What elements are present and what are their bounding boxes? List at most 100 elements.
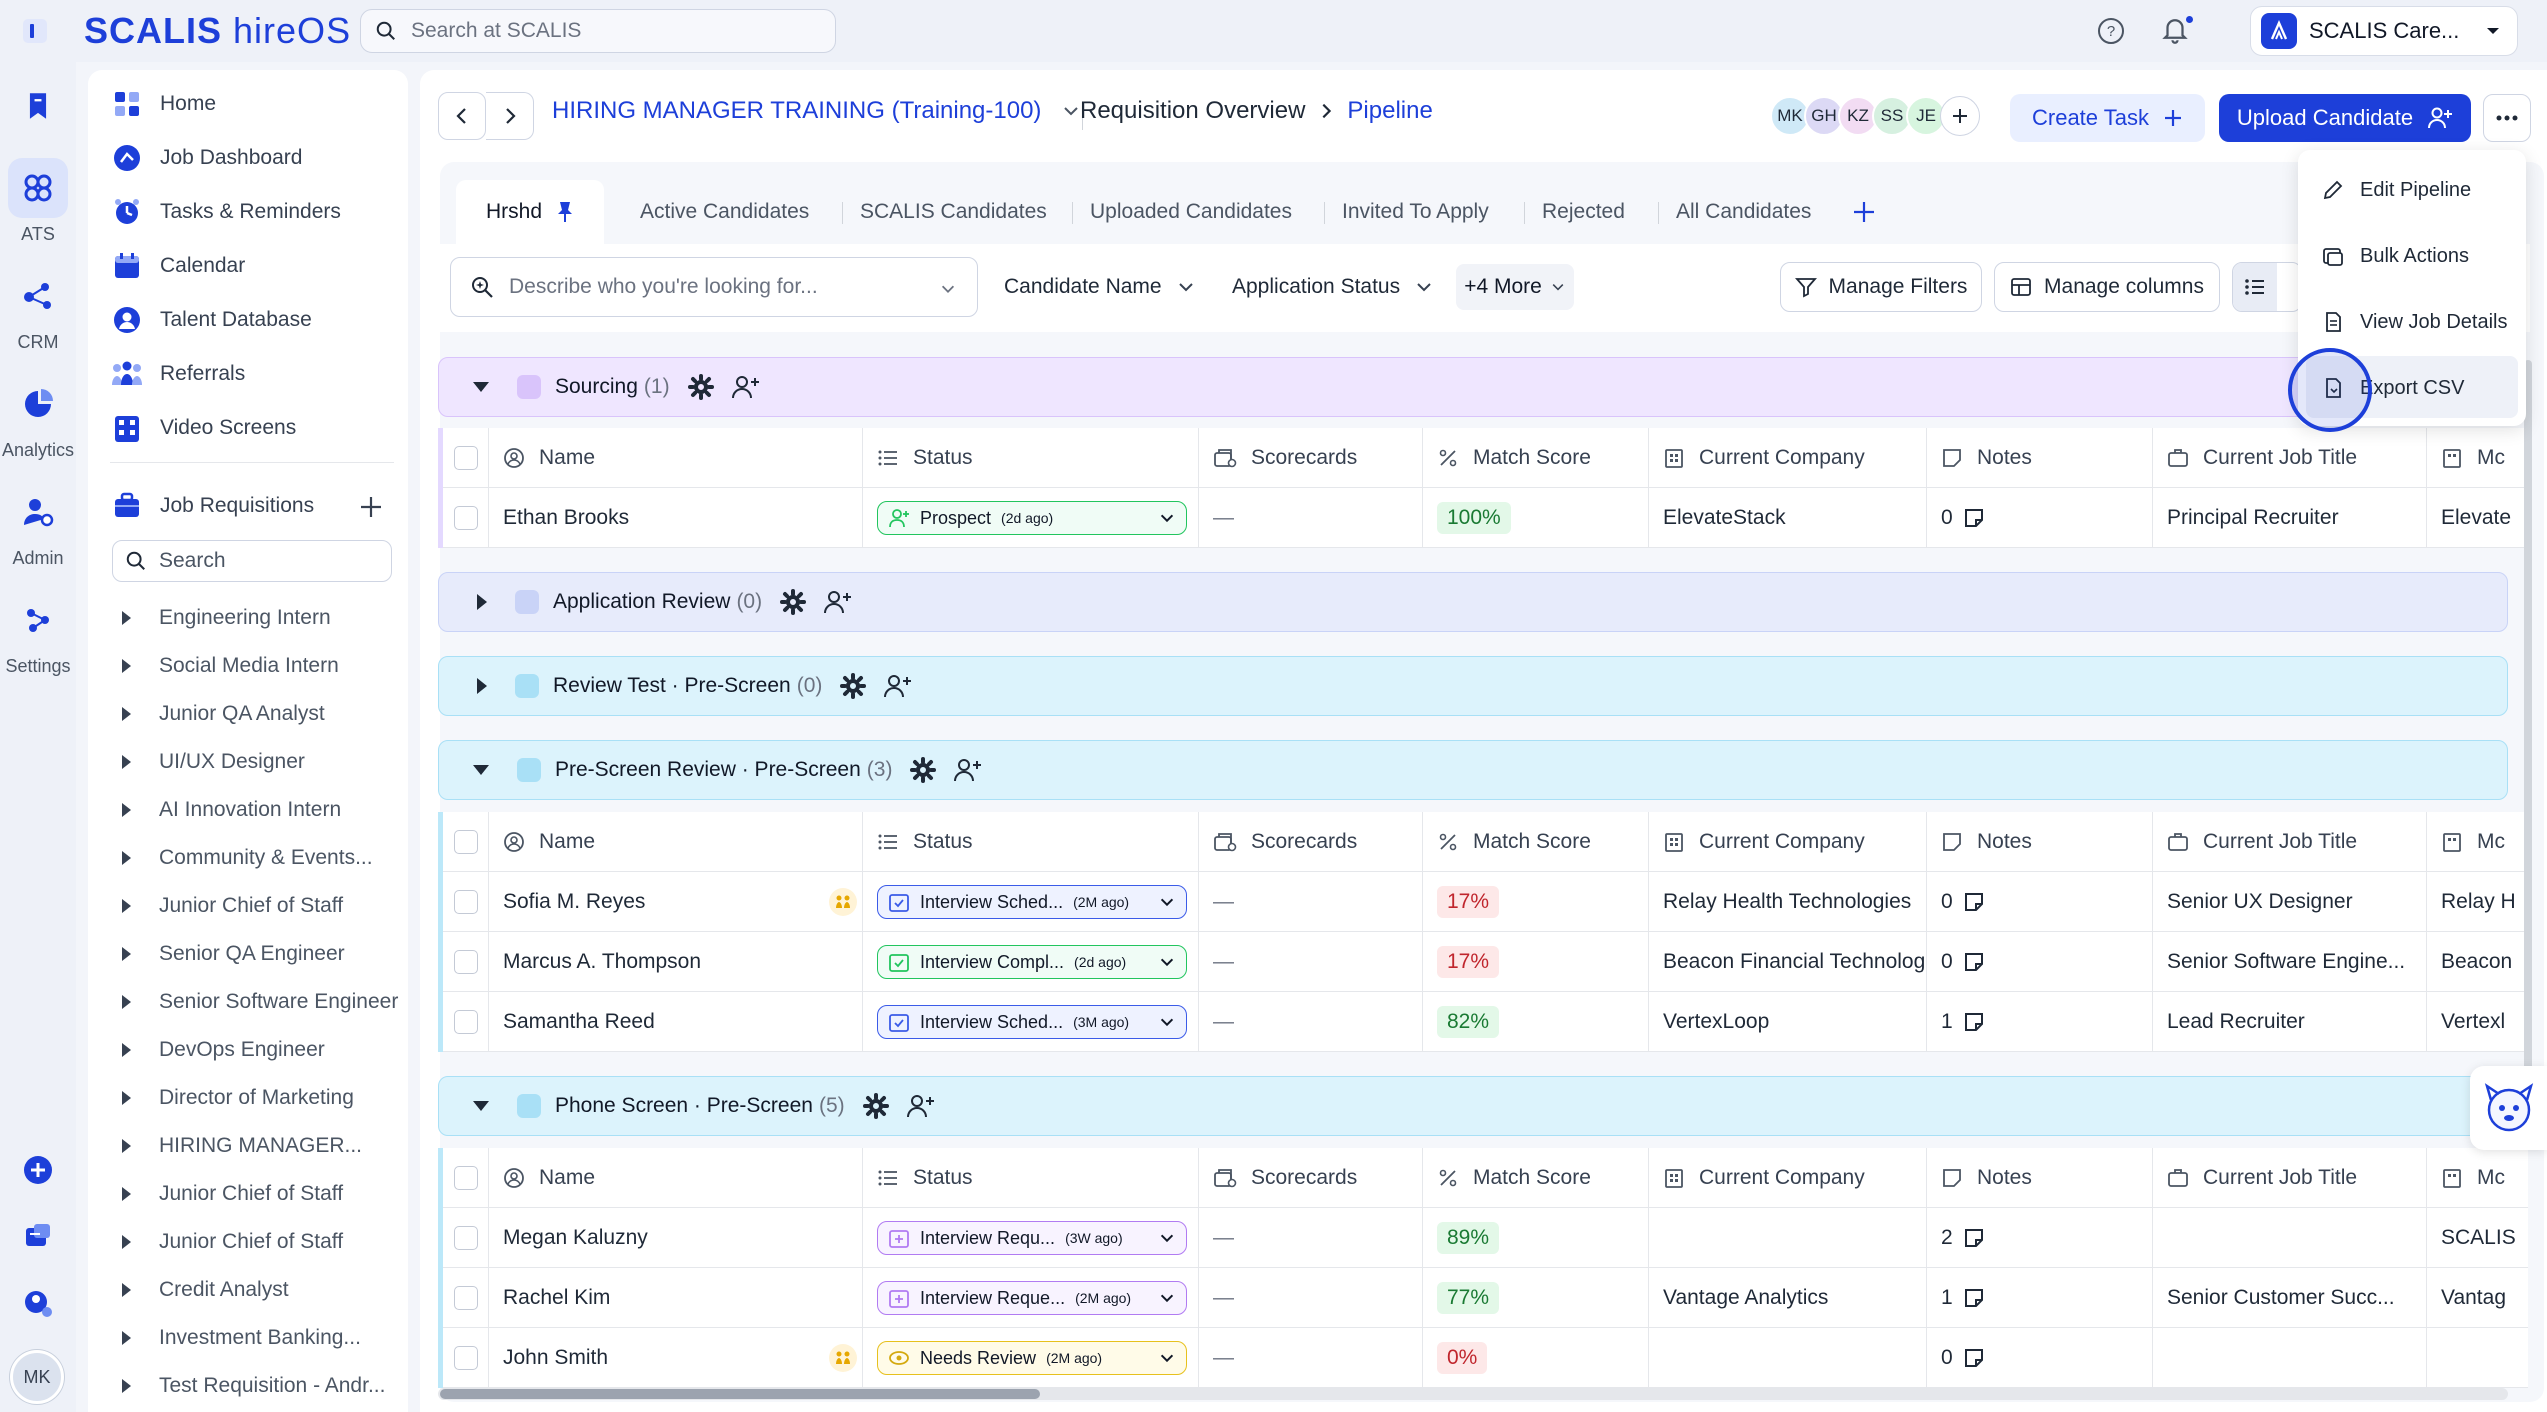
job-title-dropdown[interactable]: HIRING MANAGER TRAINING (Training-100): [552, 97, 1081, 125]
column-header-current-company[interactable]: Current Company: [1649, 812, 1927, 872]
sidebar-item-home[interactable]: Home: [110, 84, 216, 124]
status-dropdown[interactable]: Prospect (2d ago): [877, 501, 1187, 535]
table-row[interactable]: Marcus A. Thompson Interview Compl... (2d …: [443, 932, 2528, 992]
more-options-button[interactable]: [2483, 94, 2531, 142]
team-avatar[interactable]: JE: [1906, 96, 1946, 136]
table-row[interactable]: Samantha Reed Interview Sched... (3M ago) —…: [443, 992, 2528, 1052]
table-row[interactable]: Megan Kaluzny Interview Requ... (3W ago) — 8…: [443, 1208, 2528, 1268]
caret-right-icon[interactable]: [122, 707, 131, 721]
gear-icon[interactable]: [840, 673, 867, 699]
column-header-scorecards[interactable]: Scorecards: [1199, 428, 1423, 488]
requisition-item[interactable]: Test Requisition - Andr...: [122, 1368, 385, 1404]
requisition-item[interactable]: HIRING MANAGER...: [122, 1128, 362, 1164]
row-checkbox[interactable]: [453, 950, 478, 974]
caret-right-icon[interactable]: [122, 1187, 131, 1201]
candidate-name[interactable]: Megan Kaluzny: [503, 1226, 648, 1249]
candidate-name-filter[interactable]: Candidate Name: [1004, 264, 1196, 310]
status-dropdown[interactable]: Interview Sched... (2M ago): [877, 885, 1187, 919]
team-avatar[interactable]: MK: [1770, 96, 1810, 136]
gear-icon[interactable]: [910, 757, 937, 783]
org-switcher[interactable]: SCALIS Care...: [2250, 6, 2518, 56]
column-header-status[interactable]: Status: [863, 812, 1199, 872]
note-icon[interactable]: [1963, 1011, 1985, 1033]
column-header-match-score[interactable]: Match Score: [1423, 428, 1649, 488]
caret-right-icon[interactable]: [122, 1235, 131, 1249]
requisition-item[interactable]: Engineering Intern: [122, 600, 331, 636]
table-row[interactable]: Ethan Brooks Prospect (2d ago) — 100% Elevate…: [443, 488, 2528, 548]
row-checkbox[interactable]: [453, 1226, 478, 1250]
status-dropdown[interactable]: Interview Requ... (3W ago): [877, 1221, 1187, 1255]
requisition-item[interactable]: Social Media Intern: [122, 648, 339, 684]
help-icon[interactable]: ?: [2096, 16, 2126, 46]
stage-header[interactable]: Pre-Screen Review · Pre-Screen (3): [438, 740, 2508, 800]
tab-2[interactable]: Uploaded Candidates: [1090, 200, 1292, 223]
requisition-item[interactable]: Investment Banking...: [122, 1320, 361, 1356]
candidate-name[interactable]: Samantha Reed: [503, 1010, 655, 1033]
requisition-item[interactable]: UI/UX Designer: [122, 744, 305, 780]
caret-right-icon[interactable]: [122, 611, 131, 625]
caret-right-icon[interactable]: [122, 899, 131, 913]
tab-5[interactable]: All Candidates: [1676, 200, 1812, 223]
caret-right-icon[interactable]: [122, 755, 131, 769]
rail-item-bookmark[interactable]: [0, 76, 76, 136]
caret-right-icon[interactable]: [477, 594, 487, 610]
column-header-match-score[interactable]: Match Score: [1423, 812, 1649, 872]
note-icon[interactable]: [1963, 1287, 1985, 1309]
candidate-name[interactable]: Sofia M. Reyes: [503, 890, 646, 913]
add-user-icon[interactable]: [731, 374, 760, 400]
back-button[interactable]: [438, 92, 486, 140]
gear-icon[interactable]: [862, 1093, 889, 1119]
note-icon[interactable]: [1963, 1227, 1985, 1249]
caret-right-icon[interactable]: [122, 659, 131, 673]
select-all-checkbox[interactable]: [453, 446, 478, 470]
breadcrumb-requisition-overview[interactable]: Requisition Overview: [1080, 97, 1306, 124]
forward-button[interactable]: [486, 92, 534, 140]
requisition-item[interactable]: Junior Chief of Staff: [122, 1176, 343, 1212]
note-icon[interactable]: [1963, 507, 1985, 529]
tab-1[interactable]: SCALIS Candidates: [860, 200, 1047, 223]
tab-4[interactable]: Rejected: [1542, 200, 1625, 223]
add-user-icon[interactable]: [954, 757, 982, 783]
rail-item-messages[interactable]: [0, 1206, 76, 1266]
requisition-item[interactable]: DevOps Engineer: [122, 1032, 325, 1068]
sidebar-item-calendar[interactable]: Calendar: [110, 246, 245, 286]
bell-icon[interactable]: [2160, 14, 2190, 44]
stage-header[interactable]: Application Review (0): [438, 572, 2508, 632]
column-header-notes[interactable]: Notes: [1927, 812, 2153, 872]
sidebar-item-referrals[interactable]: Referrals: [110, 354, 245, 394]
requisition-item[interactable]: Senior Software Engineer: [122, 984, 398, 1020]
status-dropdown[interactable]: Interview Reque... (2M ago): [877, 1281, 1187, 1315]
column-header-name[interactable]: Name: [489, 812, 863, 872]
add-user-icon[interactable]: [906, 1093, 935, 1119]
status-dropdown[interactable]: Needs Review (2M ago): [877, 1341, 1187, 1375]
caret-right-icon[interactable]: [122, 995, 131, 1009]
requisition-item[interactable]: AI Innovation Intern: [122, 792, 341, 828]
user-avatar[interactable]: MK: [10, 1350, 64, 1404]
row-checkbox[interactable]: [453, 1346, 478, 1370]
row-checkbox[interactable]: [453, 1286, 478, 1310]
column-header-current-job-title[interactable]: Current Job Title: [2153, 428, 2427, 488]
team-avatar[interactable]: GH: [1804, 96, 1844, 136]
sidebar-toggle-icon[interactable]: [22, 18, 48, 44]
column-header-notes[interactable]: Notes: [1927, 428, 2153, 488]
status-dropdown[interactable]: Interview Compl... (2d ago): [877, 945, 1187, 979]
column-header-status[interactable]: Status: [863, 428, 1199, 488]
stage-header[interactable]: Review Test · Pre-Screen (0): [438, 656, 2508, 716]
note-icon[interactable]: [1963, 891, 1985, 913]
stage-header[interactable]: Sourcing (1): [438, 357, 2508, 417]
sidebar-item-job-requisitions[interactable]: Job Requisitions: [110, 486, 314, 526]
sidebar-item-tasks[interactable]: Tasks & Reminders: [110, 192, 341, 232]
caret-right-icon[interactable]: [122, 947, 131, 961]
column-header-notes[interactable]: Notes: [1927, 1148, 2153, 1208]
caret-right-icon[interactable]: [122, 1043, 131, 1057]
candidate-name[interactable]: John Smith: [503, 1346, 609, 1369]
rail-item-admin[interactable]: Admin: [0, 482, 76, 569]
candidate-name[interactable]: Ethan Brooks: [503, 506, 630, 529]
rail-item-ats[interactable]: ATS: [0, 158, 76, 245]
select-all-checkbox[interactable]: [453, 830, 478, 854]
tab-hrshd[interactable]: Hrshd: [456, 180, 604, 244]
gear-icon[interactable]: [780, 589, 807, 615]
select-all-checkbox[interactable]: [453, 1166, 478, 1190]
requisition-item[interactable]: Junior Chief of Staff: [122, 1224, 343, 1260]
requisition-item[interactable]: Junior QA Analyst: [122, 696, 325, 732]
